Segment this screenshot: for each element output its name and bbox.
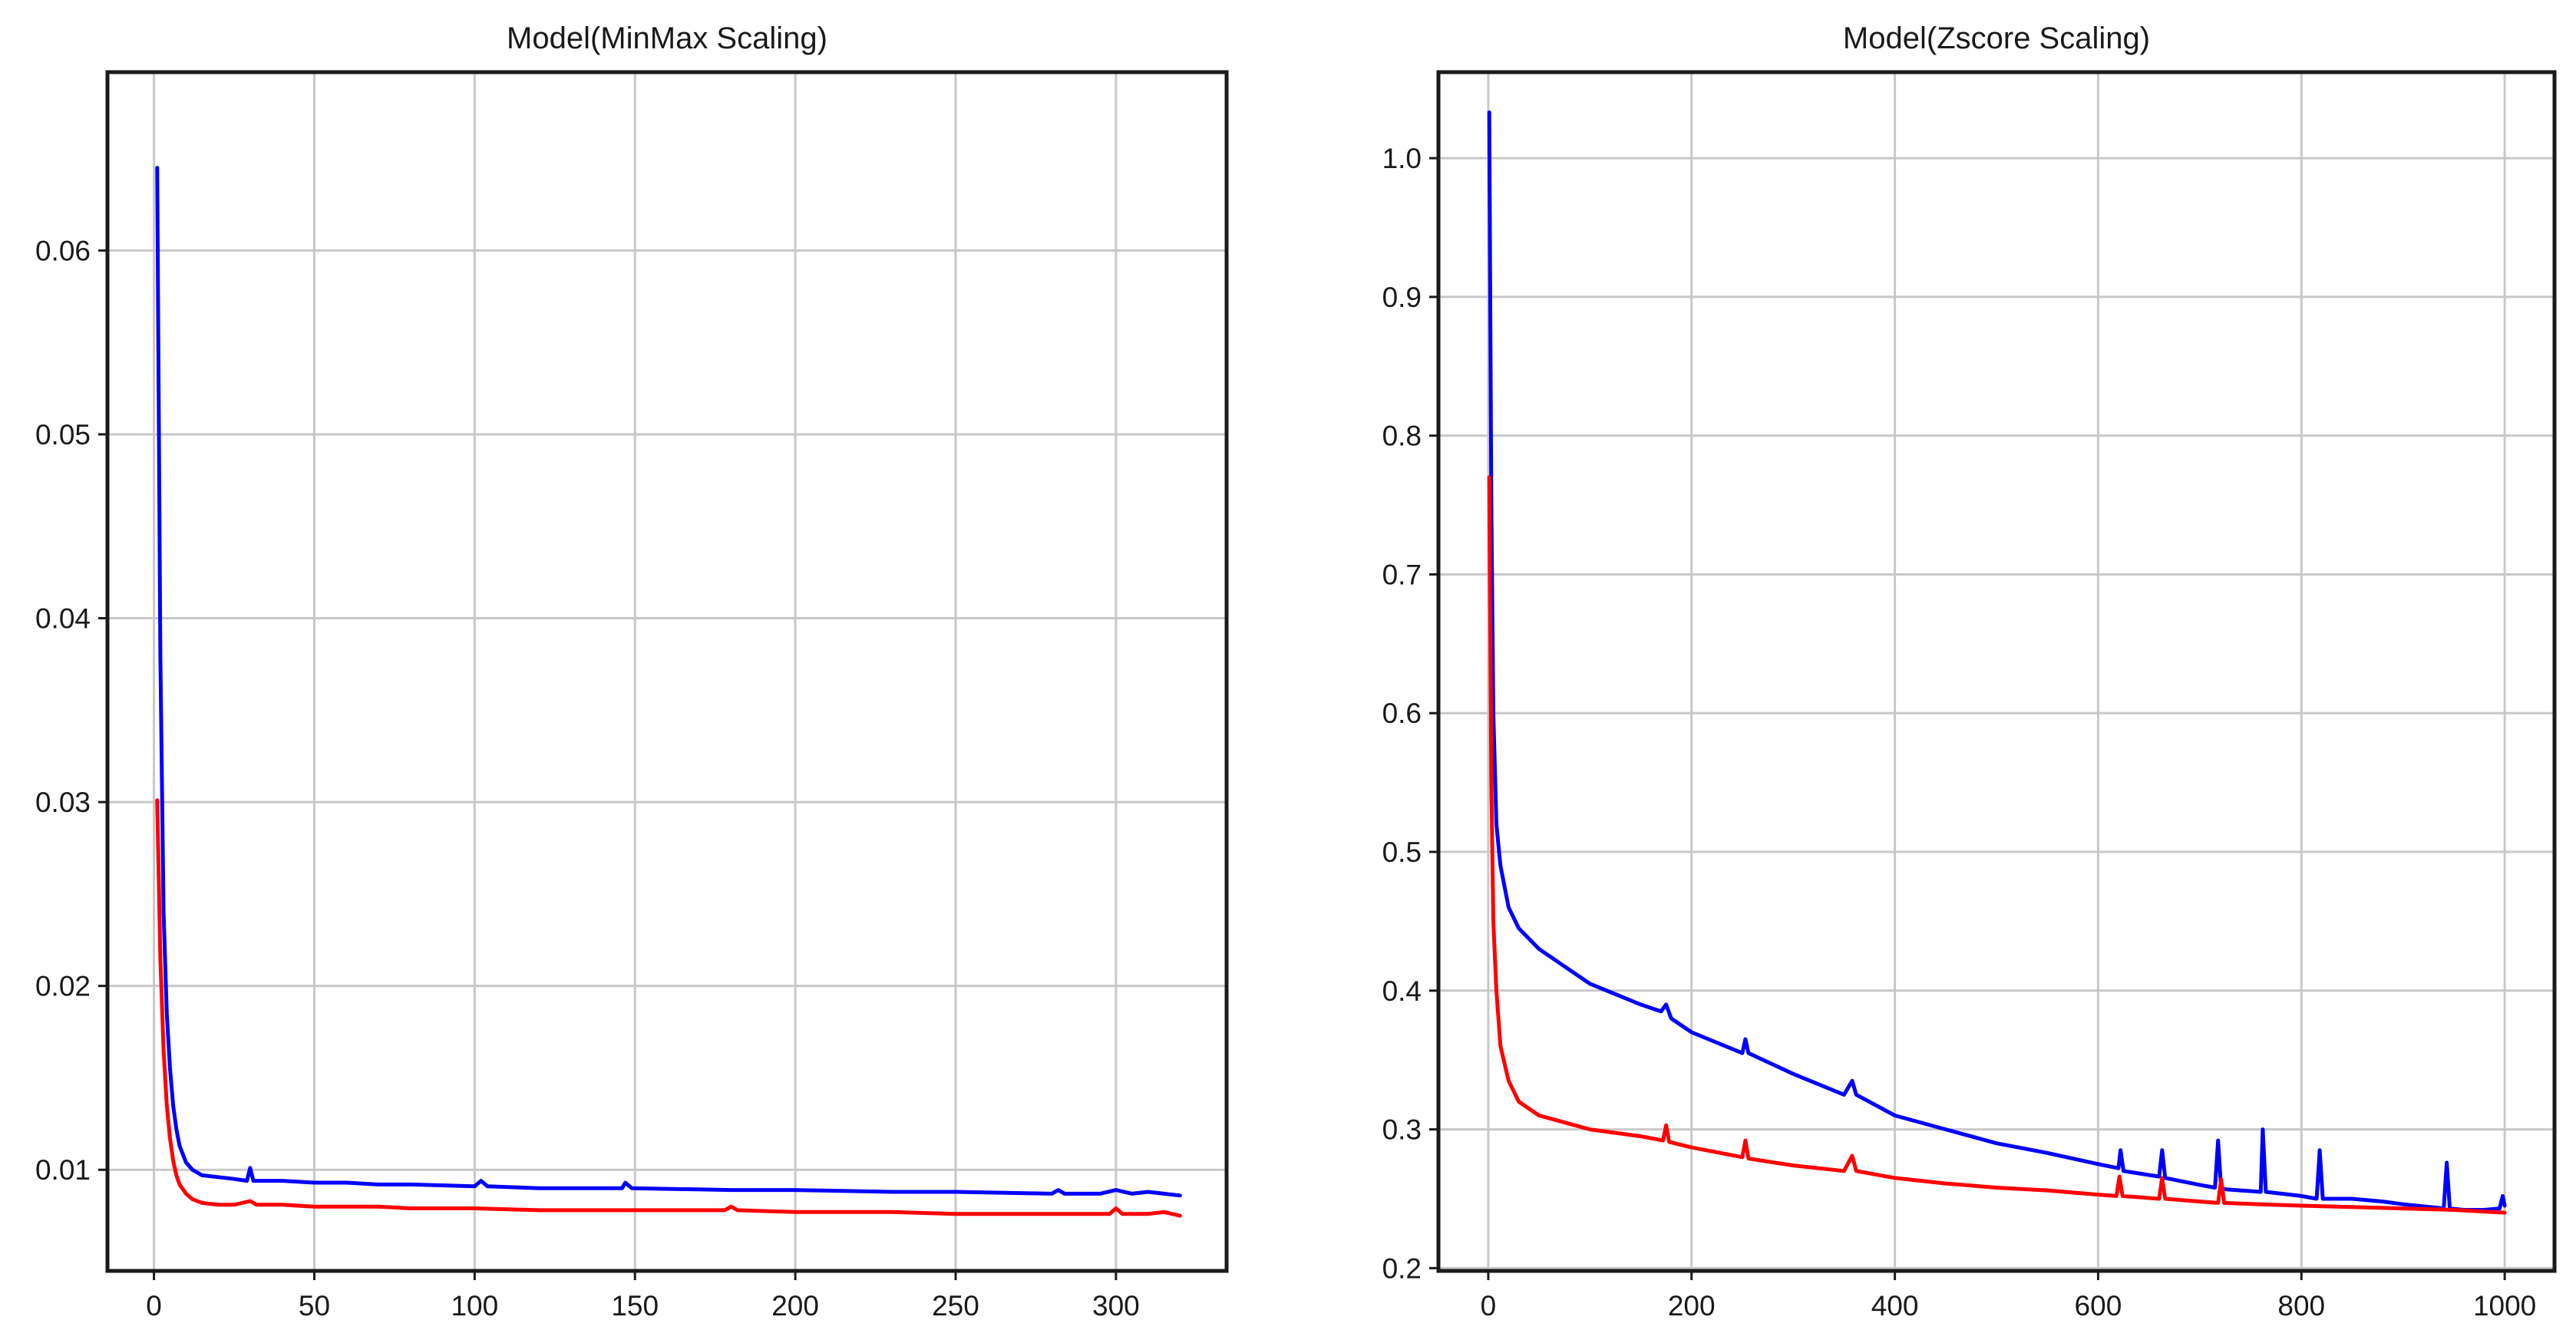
- y-tick-label: 0.7: [1382, 559, 1422, 590]
- y-tick-label: 1.0: [1382, 143, 1422, 174]
- plot-frame: [105, 70, 1229, 1273]
- series-layer: [1487, 110, 2507, 1215]
- axis-layer: 0 200 400 600 800 1000 0.2 0.3 0.4 0.5 0.6 0.7 0.8 0.…: [1382, 70, 2557, 1322]
- x-tick-label: 100: [451, 1290, 498, 1322]
- y-tick-label: 0.9: [1382, 282, 1422, 313]
- x-tick-label: 600: [2075, 1290, 2122, 1322]
- chart-panel-minmax: Model(MinMax Scaling) 0 50 100 150 200 250 300…: [35, 21, 1229, 1322]
- x-tick-label: 800: [2277, 1290, 2325, 1322]
- y-tick-label: 0.3: [1382, 1114, 1422, 1146]
- series-line-0: [1487, 110, 2507, 1212]
- x-tick-label: 150: [611, 1290, 659, 1322]
- chart-panel-zscore: Model(Zscore Scaling) 0 200 400 600 800 10000…: [1382, 21, 2557, 1322]
- x-tick-label: 1000: [2473, 1290, 2536, 1322]
- y-tick-label: 0.03: [35, 787, 91, 818]
- grid-layer: [1438, 72, 2555, 1271]
- series-line-1: [155, 798, 1182, 1218]
- y-tick-label: 0.8: [1382, 421, 1422, 452]
- series-layer: [155, 166, 1182, 1218]
- y-tick-label: 0.01: [35, 1154, 91, 1186]
- x-tick-label: 300: [1092, 1290, 1140, 1322]
- chart-title: Model(Zscore Scaling): [1843, 21, 2150, 55]
- x-tick-label: 250: [932, 1290, 979, 1322]
- chart-title: Model(MinMax Scaling): [507, 21, 827, 55]
- y-tick-label: 0.05: [35, 419, 91, 450]
- x-tick-label: 50: [299, 1290, 330, 1322]
- y-tick-label: 0.06: [35, 235, 91, 266]
- y-tick-label: 0.6: [1382, 698, 1422, 729]
- y-tick-label: 0.02: [35, 971, 91, 1002]
- axis-layer: 0 50 100 150 200 250 300 0.01 0.02 0.03 0.04 0.05 0.…: [35, 70, 1229, 1322]
- series-line-0: [155, 166, 1182, 1198]
- y-tick-label: 0.2: [1382, 1252, 1422, 1284]
- x-tick-label: 0: [1481, 1290, 1497, 1322]
- plot-frame: [1436, 70, 2557, 1273]
- grid-layer: [107, 72, 1227, 1271]
- x-tick-label: 200: [771, 1290, 819, 1322]
- x-tick-label: 400: [1871, 1290, 1919, 1322]
- x-tick-label: 200: [1668, 1290, 1716, 1322]
- y-tick-label: 0.5: [1382, 837, 1422, 868]
- y-tick-label: 0.04: [35, 603, 91, 635]
- y-tick-label: 0.4: [1382, 975, 1422, 1007]
- x-tick-label: 0: [146, 1290, 162, 1322]
- series-line-1: [1487, 475, 2507, 1215]
